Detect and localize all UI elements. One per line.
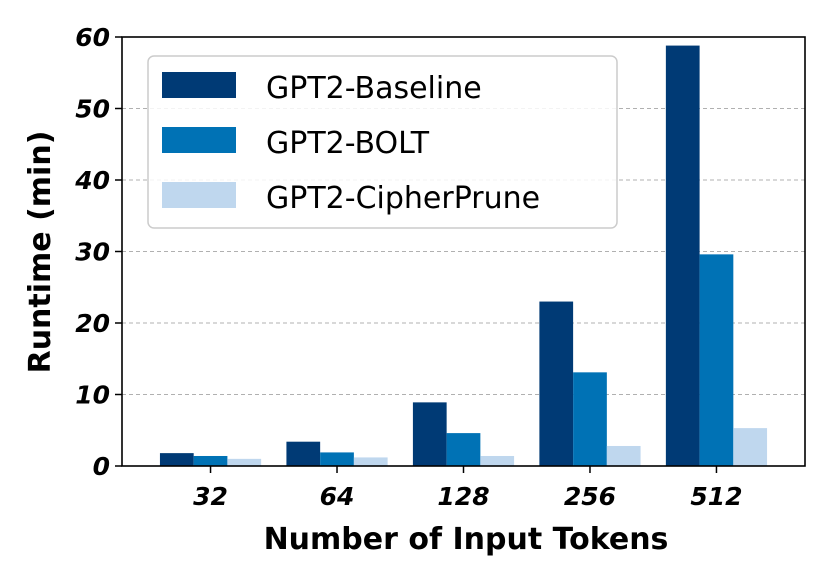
- x-axis-label: Number of Input Tokens: [264, 522, 669, 557]
- y-axis-ticks: 0 10 20 30 40 50 60: [74, 23, 122, 481]
- bar-gpt2-cipherprune-256: [606, 445, 641, 466]
- x-axis-ticks: 32 64 128 256 512: [193, 466, 743, 511]
- y-axis-label: Runtime (min): [23, 131, 58, 374]
- legend-label: GPT2-BOLT: [266, 126, 430, 161]
- y-tick-label: 30: [75, 238, 110, 267]
- legend-swatch: [162, 127, 236, 153]
- y-tick-label: 50: [75, 95, 110, 124]
- bar-gpt2-cipherprune-32: [227, 458, 262, 466]
- bar-gpt2-cipherprune-128: [480, 455, 515, 466]
- bar-gpt2-bolt-256: [573, 372, 607, 466]
- bar-gpt2-baseline-128: [412, 402, 447, 466]
- bar-gpt2-baseline-32: [159, 453, 194, 466]
- legend-label: GPT2-CipherPrune: [266, 181, 540, 216]
- y-tick-label: 20: [75, 309, 110, 338]
- legend-frame: [147, 55, 618, 229]
- bar-gpt2-bolt-32: [193, 455, 228, 466]
- y-tick-label: 60: [75, 23, 110, 52]
- legend-swatch: [162, 72, 236, 98]
- y-tick-label: 40: [74, 166, 110, 195]
- bar-gpt2-bolt-128: [446, 433, 481, 466]
- x-tick-label: 512: [690, 482, 742, 511]
- legend-swatch: [162, 182, 236, 208]
- x-tick-label: 128: [437, 482, 489, 511]
- bar-gpt2-cipherprune-512: [733, 428, 768, 466]
- x-tick-label: 64: [320, 482, 355, 511]
- y-tick-label: 0: [93, 452, 110, 481]
- bars: [159, 45, 768, 467]
- legend: GPT2-Baseline GPT2-BOLT GPT2-CipherPrune: [147, 55, 618, 229]
- legend-label: GPT2-Baseline: [266, 71, 482, 106]
- bar-gpt2-cipherprune-64: [353, 457, 388, 466]
- bar-gpt2-bolt-64: [320, 452, 354, 466]
- y-tick-label: 10: [75, 381, 110, 410]
- bar-gpt2-bolt-512: [699, 254, 734, 466]
- bar-gpt2-baseline-512: [665, 45, 700, 467]
- bar-gpt2-baseline-64: [286, 441, 321, 466]
- bar-gpt2-baseline-256: [539, 301, 574, 466]
- x-tick-label: 256: [564, 482, 616, 511]
- x-tick-label: 32: [193, 482, 228, 511]
